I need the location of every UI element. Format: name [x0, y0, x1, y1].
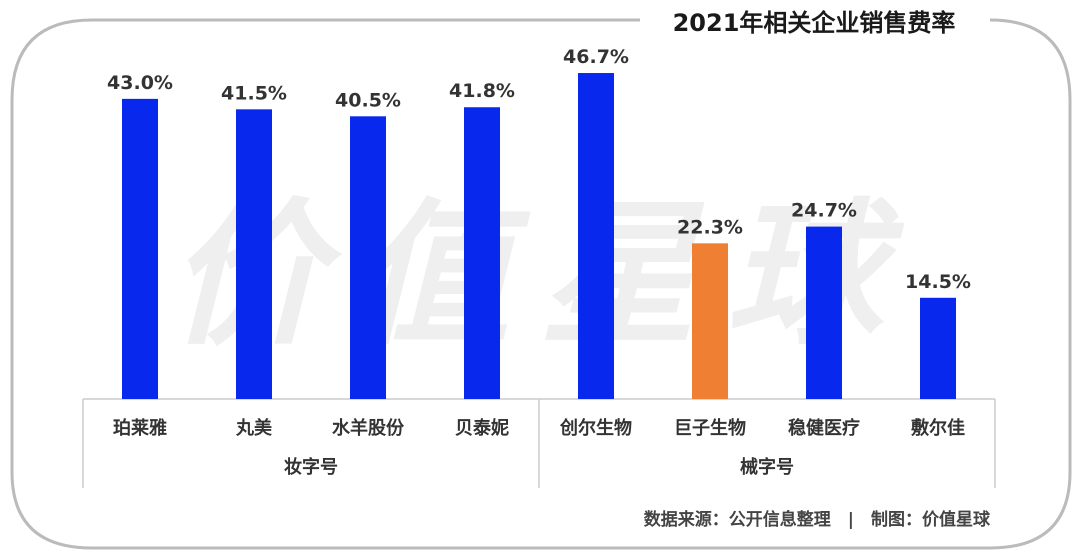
- category-label: 丸美: [235, 417, 272, 439]
- category-label: 巨子生物: [674, 417, 746, 439]
- source-note: 数据来源：公开信息整理 | 制图：价值星球: [643, 510, 990, 530]
- value-label: 40.5%: [335, 89, 401, 111]
- value-label: 22.3%: [677, 216, 743, 238]
- bar-3: [350, 116, 386, 399]
- bar-5: [578, 73, 614, 399]
- bar-4: [464, 107, 500, 400]
- value-label: 46.7%: [563, 46, 629, 68]
- group-label: 妆字号: [284, 456, 338, 478]
- bar-8: [920, 297, 956, 399]
- value-label: 41.5%: [221, 82, 287, 104]
- value-label: 24.7%: [791, 200, 857, 222]
- rounded-frame-border: [10, 18, 1072, 550]
- category-label: 创尔生物: [559, 417, 632, 439]
- group-label: 械字号: [740, 456, 794, 478]
- category-label: 珀莱雅: [113, 417, 167, 439]
- category-label: 贝泰妮: [455, 417, 509, 439]
- bar-7: [806, 226, 842, 399]
- category-label: 水羊股份: [332, 417, 405, 439]
- bar-1: [122, 98, 158, 400]
- bar-6: [692, 243, 728, 399]
- watermark-text: 价值星球: [168, 190, 912, 360]
- value-label: 14.5%: [905, 271, 971, 293]
- bar-2: [236, 109, 272, 399]
- category-label: 稳健医疗: [788, 417, 860, 439]
- value-label: 41.8%: [449, 80, 515, 102]
- value-label: 43.0%: [107, 72, 173, 94]
- category-label: 敷尔佳: [911, 417, 965, 439]
- chart-title: 2021年相关企业销售费率: [640, 4, 988, 42]
